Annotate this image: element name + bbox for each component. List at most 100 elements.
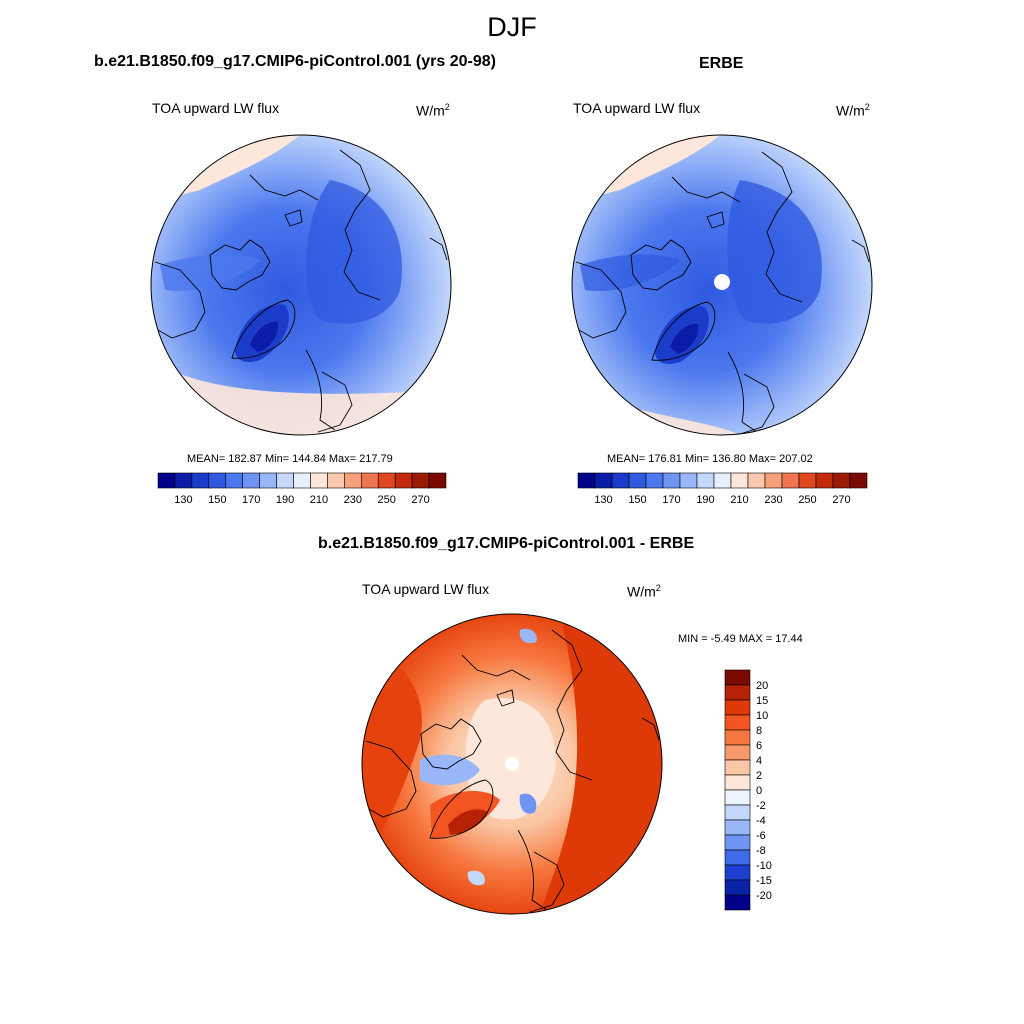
obs-colorbar-box (662, 472, 681, 489)
model-colorbar: 130 150 170 190 210 230 250 270 (157, 472, 447, 506)
obs-colorbar: 130 150 170 190 210 230 250 270 (577, 472, 868, 506)
model-variable-label: TOA upward LW flux (152, 100, 280, 116)
obs-colorbar-box (594, 472, 613, 489)
obs-colorbar-label: 210 (730, 494, 748, 506)
diff-polar-map (361, 613, 663, 915)
diff-colorbar-box (724, 864, 751, 881)
diff-colorbar-label: -2 (756, 800, 766, 812)
model-colorbar-label: 150 (208, 494, 226, 506)
obs-units-label: W/m2 (836, 102, 870, 119)
obs-colorbar-label: 130 (594, 494, 612, 506)
model-colorbar-label: 210 (310, 494, 328, 506)
model-stats: MEAN= 182.87 Min= 144.84 Max= 217.79 (187, 453, 393, 465)
model-colorbar-box (394, 472, 413, 489)
diff-colorbar-label: 15 (756, 695, 768, 707)
obs-stats: MEAN= 176.81 Min= 136.80 Max= 207.02 (607, 453, 813, 465)
obs-variable-label: TOA upward LW flux (573, 100, 701, 116)
diff-colorbar-label: -4 (756, 815, 766, 827)
diff-variable-label: TOA upward LW flux (362, 581, 490, 597)
model-colorbar-box (191, 472, 210, 489)
obs-colorbar-label: 170 (662, 494, 680, 506)
obs-colorbar-box (696, 472, 715, 489)
diff-colorbar-label: 20 (756, 680, 768, 692)
model-colorbar-box (157, 472, 176, 489)
diff-colorbar-box (724, 729, 751, 746)
model-colorbar-box (360, 472, 379, 489)
figure-title: DJF (487, 12, 537, 42)
obs-colorbar-label: 150 (628, 494, 646, 506)
diff-colorbar-box (724, 699, 751, 716)
diff-colorbar-label: -20 (756, 890, 772, 902)
obs-polar-map (571, 134, 873, 436)
diff-colorbar-label: -10 (756, 860, 772, 872)
obs-colorbar-box (713, 472, 732, 489)
diff-colorbar-box (724, 744, 751, 761)
model-colorbar-box (225, 472, 244, 489)
diff-colorbar-box (724, 834, 751, 851)
model-colorbar-box (208, 472, 227, 489)
diff-colorbar-label: 4 (756, 755, 762, 767)
diff-colorbar-label: -6 (756, 830, 766, 842)
obs-colorbar-box (628, 472, 647, 489)
obs-colorbar-box (577, 472, 596, 489)
model-colorbar-label: 130 (174, 494, 192, 506)
diff-colorbar-label: 0 (756, 785, 762, 797)
obs-colorbar-box (679, 472, 698, 489)
diff-colorbar-label: 8 (756, 725, 762, 737)
model-colorbar-label: 230 (344, 494, 362, 506)
diff-colorbar-label: -15 (756, 875, 772, 887)
diff-colorbar-box (724, 759, 751, 776)
diff-colorbar-label: -8 (756, 845, 766, 857)
obs-colorbar-label: 250 (798, 494, 816, 506)
obs-colorbar-box (815, 472, 834, 489)
model-colorbar-label: 190 (276, 494, 294, 506)
obs-panel-title: ERBE (699, 55, 744, 72)
obs-colorbar-box (832, 472, 851, 489)
model-colorbar-label: 270 (411, 494, 429, 506)
model-units-label: W/m2 (416, 102, 450, 119)
diff-colorbar-box (724, 804, 751, 821)
diff-colorbar-box (724, 774, 751, 791)
diff-colorbar-label: 2 (756, 770, 762, 782)
obs-colorbar-label: 230 (764, 494, 782, 506)
model-panel-title: b.e21.B1850.f09_g17.CMIP6-piControl.001 … (94, 53, 496, 70)
diff-colorbar-box (724, 789, 751, 806)
obs-colorbar-box (849, 472, 868, 489)
obs-colorbar-box (781, 472, 800, 489)
model-colorbar-box (174, 472, 193, 489)
diff-colorbar-box (724, 714, 751, 731)
diff-colorbar-box (724, 669, 751, 686)
diff-colorbar-label: 10 (756, 710, 768, 722)
model-colorbar-box (259, 472, 277, 489)
model-colorbar-box (377, 472, 396, 489)
model-colorbar-box (242, 472, 260, 489)
model-colorbar-box (310, 472, 328, 489)
diff-colorbar-box (724, 684, 751, 701)
obs-colorbar-box (611, 472, 630, 489)
obs-colorbar-label: 270 (832, 494, 850, 506)
model-colorbar-box (411, 472, 430, 489)
model-colorbar-label: 170 (242, 494, 260, 506)
model-colorbar-box (293, 472, 311, 489)
model-colorbar-box (276, 472, 294, 489)
obs-colorbar-box (798, 472, 817, 489)
diff-panel-title: b.e21.B1850.f09_g17.CMIP6-piControl.001 … (318, 535, 695, 552)
model-colorbar-box (344, 472, 362, 489)
obs-colorbar-box (730, 472, 749, 489)
diff-colorbar-box (724, 849, 751, 866)
model-colorbar-label: 250 (378, 494, 396, 506)
model-polar-map (150, 134, 452, 436)
diff-colorbar-box (724, 819, 751, 836)
model-colorbar-box (327, 472, 345, 489)
diff-units-label: W/m2 (627, 583, 661, 600)
diff-stats: MIN = -5.49 MAX = 17.44 (678, 633, 803, 645)
diff-colorbar-box (724, 894, 751, 911)
diff-colorbar-label: 6 (756, 740, 762, 752)
obs-colorbar-box (747, 472, 766, 489)
obs-colorbar-label: 190 (696, 494, 714, 506)
diff-colorbar-box (724, 879, 751, 896)
obs-colorbar-box (764, 472, 783, 489)
obs-colorbar-box (645, 472, 664, 489)
